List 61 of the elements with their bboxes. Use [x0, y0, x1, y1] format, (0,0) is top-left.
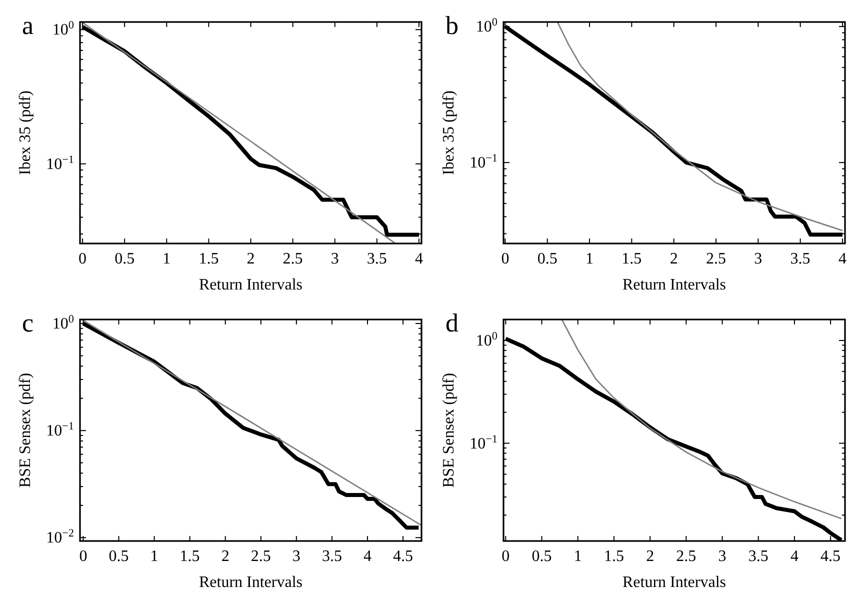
- x-tick-label: 4: [790, 548, 798, 565]
- y-tick-label: 10$^{0}$: [52, 20, 74, 39]
- x-tick-label: 0: [502, 548, 510, 565]
- chart-title: c: [22, 308, 34, 338]
- y-tick-label: 10$^{−1}$: [470, 433, 498, 452]
- x-tick-label: 4: [363, 548, 372, 565]
- x-tick-label: 1.5: [604, 548, 624, 565]
- x-tick-label: 0.5: [108, 548, 129, 565]
- x-tick-label: 2.5: [706, 250, 726, 268]
- y-tick-label: 10$^{−1}$: [46, 154, 74, 173]
- x-axis-title: Return Intervals: [198, 276, 303, 294]
- x-tick-label: 0.5: [114, 250, 135, 268]
- x-tick-label: 1.5: [622, 250, 642, 268]
- x-tick-label: 1: [162, 250, 171, 268]
- x-tick-label: 0: [501, 250, 510, 268]
- x-tick-label: 1: [150, 548, 158, 565]
- x-tick-label: 0: [79, 548, 88, 565]
- y-axis-title: Ibex 35 (pdf): [17, 90, 34, 175]
- y-axis-title: BSE Sensex (pdf): [440, 372, 458, 488]
- x-tick-label: 4.5: [393, 548, 414, 565]
- y-axis-title: BSE Sensex (pdf): [17, 372, 34, 488]
- x-tick-label: 2: [670, 250, 678, 268]
- x-tick-label: 3: [754, 250, 762, 268]
- y-axis-title: Ibex 35 (pdf): [440, 90, 458, 175]
- line-series: [556, 22, 844, 232]
- x-tick-label: 2.5: [250, 548, 271, 565]
- x-tick-label: 4.5: [820, 548, 841, 565]
- x-tick-label: 3.5: [322, 548, 342, 565]
- x-tick-label: 0.5: [532, 548, 552, 565]
- x-tick-label: 3.5: [790, 250, 810, 268]
- x-tick-label: 2: [246, 250, 255, 268]
- x-tick-label: 1: [574, 548, 582, 565]
- y-tick-label: 10$^{−1}$: [470, 152, 498, 172]
- x-tick-label: 3.5: [366, 250, 387, 268]
- x-tick-label: 1.5: [180, 548, 200, 565]
- y-tick-label: 10$^{−2}$: [46, 528, 74, 547]
- x-tick-label: 0: [78, 250, 87, 268]
- chart-title: a: [22, 11, 34, 40]
- x-tick-label: 1: [586, 250, 594, 268]
- y-tick-label: 10$^{0}$: [476, 16, 498, 36]
- x-tick-label: 1.5: [198, 250, 219, 268]
- x-tick-label: 3: [330, 250, 339, 268]
- x-tick-label: 4: [838, 250, 846, 268]
- y-tick-label: 10$^{−1}$: [46, 420, 74, 440]
- chart-title: d: [446, 308, 458, 338]
- x-tick-label: 3: [718, 548, 726, 565]
- x-tick-label: 2: [646, 548, 654, 565]
- x-tick-label: 0.5: [537, 250, 558, 268]
- chart-title: b: [446, 11, 458, 40]
- y-tick-label: 10$^{0}$: [52, 314, 74, 333]
- x-tick-label: 2.5: [282, 250, 303, 268]
- line-series: [561, 320, 842, 520]
- x-tick-label: 2.5: [676, 548, 696, 565]
- x-tick-label: 4: [414, 250, 423, 268]
- x-axis-title: Return Intervals: [622, 276, 726, 294]
- x-axis-title: Return Intervals: [622, 574, 726, 591]
- y-tick-label: 10$^{0}$: [476, 330, 498, 350]
- x-tick-label: 3.5: [748, 548, 768, 565]
- x-tick-label: 3: [292, 548, 300, 565]
- x-tick-label: 2: [221, 548, 230, 565]
- x-axis-title: Return Intervals: [198, 574, 303, 591]
